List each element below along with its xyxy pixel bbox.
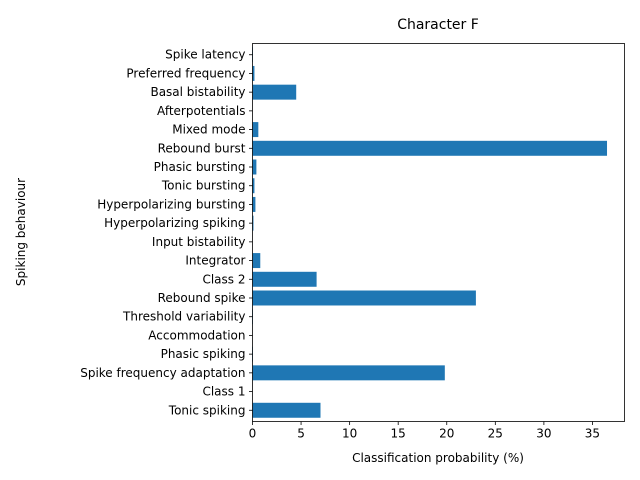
y-tick-label: Tonic bursting xyxy=(161,179,246,193)
x-tick-label: 30 xyxy=(536,427,551,441)
x-tick-group: 0 5 10 15 20 25 30 35 xyxy=(249,421,600,441)
bars-group xyxy=(252,47,608,418)
bar xyxy=(252,215,254,231)
bar xyxy=(252,65,255,81)
bar xyxy=(252,402,321,418)
y-tick-label: Afterpotentials xyxy=(157,104,245,118)
x-tick-label: 20 xyxy=(439,427,454,441)
y-tick-label: Basal bistability xyxy=(150,85,245,99)
y-tick-label: Phasic bursting xyxy=(154,160,246,174)
x-tick-label: 35 xyxy=(585,427,600,441)
chart-title: Character F xyxy=(397,17,479,33)
y-tick-label: Hyperpolarizing spiking xyxy=(104,216,245,230)
y-tick-label: Threshold variability xyxy=(122,310,245,324)
bar xyxy=(252,290,476,306)
bar xyxy=(252,122,259,138)
bar xyxy=(252,178,255,194)
y-tick-label: Mixed mode xyxy=(172,123,245,137)
y-tick-label: Spike frequency adaptation xyxy=(80,366,245,380)
bar xyxy=(252,365,445,381)
x-tick-label: 0 xyxy=(249,427,257,441)
bar xyxy=(252,159,257,175)
y-axis-label: Spiking behaviour xyxy=(14,178,28,286)
y-tick-label: Input bistability xyxy=(152,235,246,249)
x-tick-label: 5 xyxy=(297,427,305,441)
x-tick-label: 25 xyxy=(488,427,503,441)
bar xyxy=(252,140,608,156)
y-tick-label: Class 1 xyxy=(202,385,245,399)
bar xyxy=(252,84,297,100)
bar xyxy=(252,253,261,269)
y-tick-label: Tonic spiking xyxy=(168,403,246,417)
y-tick-label: Accommodation xyxy=(148,328,245,342)
y-tick-label: Phasic spiking xyxy=(161,347,246,361)
y-tick-label: Hyperpolarizing bursting xyxy=(97,197,245,211)
bar xyxy=(252,271,317,287)
x-tick-label: 15 xyxy=(391,427,406,441)
y-tick-label: Rebound burst xyxy=(158,141,246,155)
bar xyxy=(252,196,256,212)
y-tick-label: Integrator xyxy=(185,254,245,268)
x-tick-label: 10 xyxy=(342,427,357,441)
x-axis-label: Classification probability (%) xyxy=(352,451,524,465)
y-tick-group: Tonic spiking Class 1 Spike frequency adap… xyxy=(80,48,253,417)
y-tick-label: Spike latency xyxy=(165,48,245,62)
plot-frame xyxy=(252,43,625,422)
y-tick-label: Rebound spike xyxy=(158,291,246,305)
y-tick-label: Class 2 xyxy=(202,272,245,286)
y-tick-label: Preferred frequency xyxy=(126,66,245,80)
